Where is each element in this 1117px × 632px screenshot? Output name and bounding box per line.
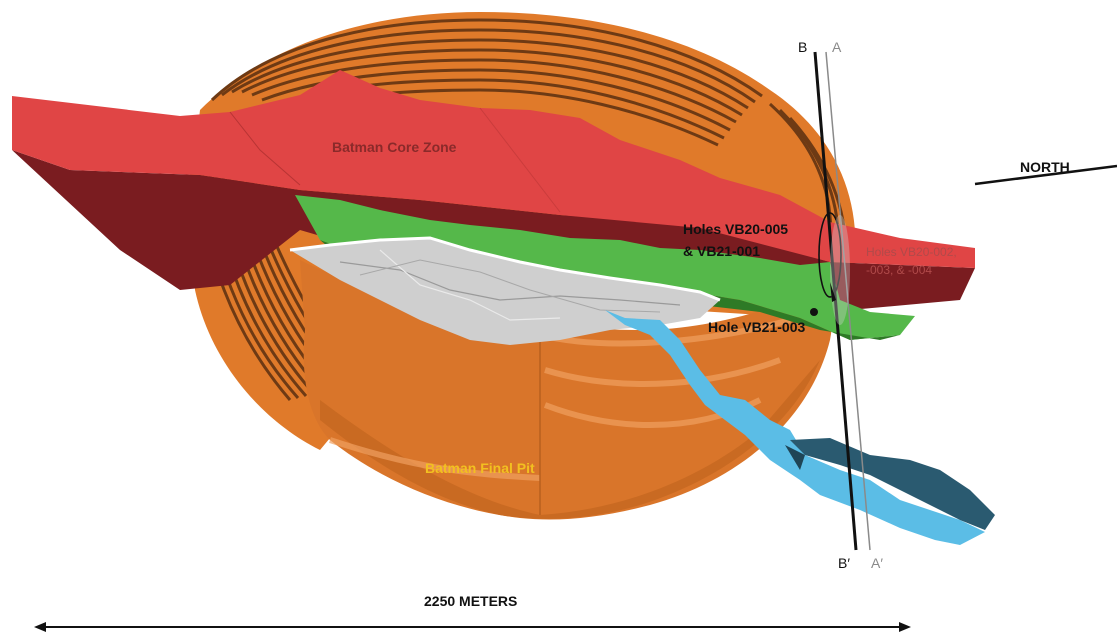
hole-vb21-003-dot xyxy=(810,308,818,316)
section-line-a xyxy=(825,51,871,551)
scale-label: 2250 METERS xyxy=(424,593,517,609)
holes-002-label-line1: Holes VB20-002, xyxy=(866,245,957,259)
grey-zone xyxy=(289,236,721,345)
section-lines xyxy=(810,51,871,551)
final-pit-label: Batman Final Pit xyxy=(425,460,535,476)
section-b-bottom-label: B′ xyxy=(838,555,850,571)
hole-ellipse-005 xyxy=(818,212,842,298)
holes-002-label-line2: -003, & -004 xyxy=(866,263,932,277)
core-zone-top xyxy=(12,70,975,268)
section-a-bottom-label: A′ xyxy=(871,555,883,571)
north-line xyxy=(974,164,1117,186)
core-zone-label: Batman Core Zone xyxy=(332,139,457,155)
hole-ellipse-002 xyxy=(830,215,850,325)
section-b-top-label: B xyxy=(798,39,807,55)
blue-zone xyxy=(605,310,995,545)
north-label: NORTH xyxy=(1020,159,1070,175)
holes-005-label-line1: Holes VB20-005 xyxy=(683,221,788,237)
hole-003-label: Hole VB21-003 xyxy=(708,319,805,335)
section-a-top-label: A xyxy=(832,39,842,55)
section-line-b xyxy=(813,51,858,551)
scale-bar xyxy=(34,622,911,632)
pit-bottom-face xyxy=(320,360,820,519)
holes-005-label-line2: & VB21-001 xyxy=(683,243,760,259)
